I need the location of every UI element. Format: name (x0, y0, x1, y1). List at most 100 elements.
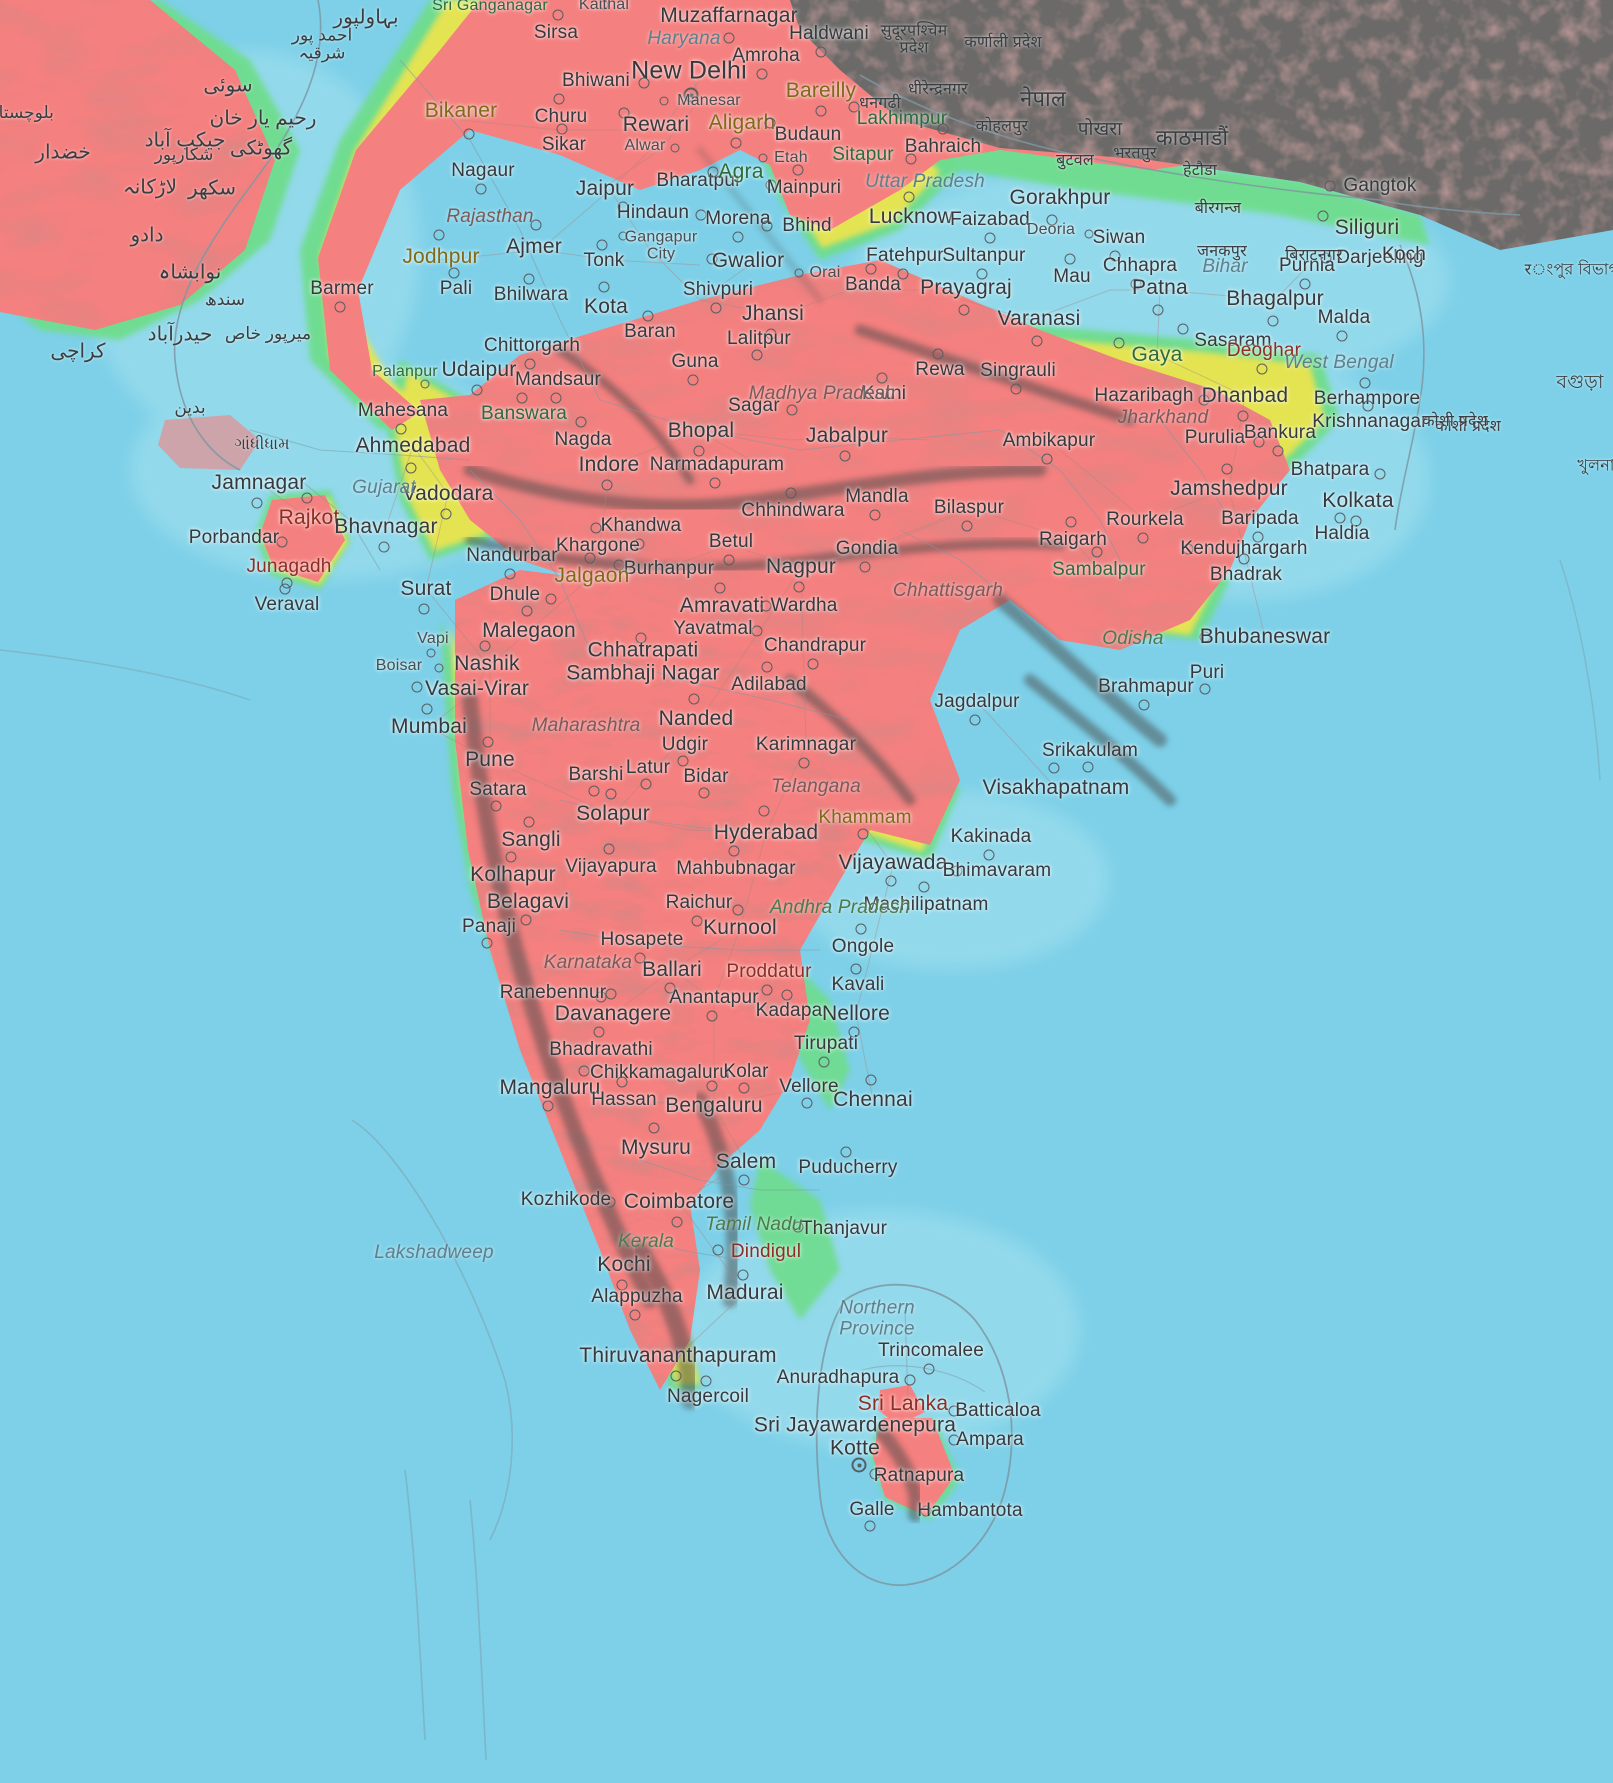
city-marker-dot[interactable] (732, 231, 744, 243)
city-marker-dot[interactable] (851, 1457, 867, 1473)
city-marker-dot[interactable] (937, 123, 949, 135)
city-marker-dot[interactable] (1267, 315, 1279, 327)
city-marker-dot[interactable] (395, 423, 407, 435)
city-marker-dot[interactable] (598, 281, 610, 293)
city-marker-dot[interactable] (556, 123, 568, 135)
city-marker-dot[interactable] (634, 952, 646, 964)
city-marker-dot[interactable] (276, 536, 288, 548)
city-marker-dot[interactable] (737, 1269, 749, 1281)
city-marker-dot[interactable] (688, 693, 700, 705)
city-marker-dot[interactable] (479, 640, 491, 652)
city-marker-dot[interactable] (693, 445, 705, 457)
city-marker-dot[interactable] (903, 191, 915, 203)
city-marker-dot[interactable] (758, 805, 770, 817)
city-marker-dot[interactable] (545, 593, 557, 605)
city-marker-dot[interactable] (1256, 363, 1268, 375)
city-marker-dot[interactable] (504, 568, 516, 580)
city-marker-dot[interactable] (815, 46, 827, 58)
city-marker-dot[interactable] (958, 304, 970, 316)
city-marker-dot[interactable] (575, 416, 587, 428)
city-marker-dot[interactable] (751, 349, 763, 361)
city-marker-dot[interactable] (521, 605, 533, 617)
city-marker-dot[interactable] (738, 1082, 750, 1094)
city-marker-dot[interactable] (1199, 631, 1211, 643)
city-marker-dot[interactable] (710, 302, 722, 314)
city-marker-dot[interactable] (1324, 180, 1336, 192)
city-marker-dot[interactable] (1252, 531, 1264, 543)
city-marker-dot[interactable] (490, 800, 502, 812)
city-marker-dot[interactable] (1064, 253, 1076, 265)
city-marker-dot[interactable] (601, 479, 613, 491)
city-marker-dot[interactable] (1237, 410, 1249, 422)
city-marker-dot[interactable] (1199, 683, 1211, 695)
city-marker-dot[interactable] (728, 845, 740, 857)
city-marker-dot[interactable] (864, 1520, 876, 1532)
city-marker-dot[interactable] (1010, 383, 1022, 395)
city-marker-dot[interactable] (633, 538, 645, 550)
city-marker-dot[interactable] (618, 231, 628, 241)
city-marker-dot[interactable] (794, 268, 804, 278)
city-marker-dot[interactable] (751, 625, 763, 637)
city-marker-dot[interactable] (1046, 214, 1058, 226)
city-marker-dot[interactable] (584, 552, 596, 564)
city-marker-dot[interactable] (426, 648, 436, 658)
city-marker-dot[interactable] (642, 310, 654, 322)
city-marker-dot[interactable] (1048, 762, 1060, 774)
city-marker-dot[interactable] (848, 101, 860, 113)
city-marker-dot[interactable] (961, 520, 973, 532)
city-marker-dot[interactable] (904, 1374, 916, 1386)
city-marker-dot[interactable] (732, 904, 744, 916)
city-marker-dot[interactable] (552, 9, 564, 21)
city-marker-dot[interactable] (463, 128, 475, 140)
city-marker-dot[interactable] (433, 229, 445, 241)
city-marker-dot[interactable] (616, 1279, 628, 1291)
city-marker-dot[interactable] (695, 209, 707, 221)
city-marker-dot[interactable] (599, 0, 609, 10)
city-marker-dot[interactable] (698, 787, 710, 799)
city-marker-dot[interactable] (1253, 436, 1265, 448)
city-marker-dot[interactable] (798, 757, 810, 769)
city-marker-dot[interactable] (1350, 515, 1362, 527)
city-marker-dot[interactable] (550, 392, 562, 404)
city-marker-dot[interactable] (1320, 252, 1332, 264)
city-marker-dot[interactable] (969, 714, 981, 726)
city-marker-dot[interactable] (792, 164, 804, 176)
city-marker-dot[interactable] (948, 1405, 960, 1417)
city-marker-dot[interactable] (677, 755, 689, 767)
city-marker-dot[interactable] (781, 989, 793, 1001)
city-marker-dot[interactable] (1359, 377, 1371, 389)
city-marker-dot[interactable] (855, 923, 867, 935)
city-marker-dot[interactable] (1374, 468, 1386, 480)
city-marker-dot[interactable] (251, 497, 263, 509)
city-marker-dot[interactable] (897, 268, 909, 280)
city-marker-dot[interactable] (706, 1010, 718, 1022)
city-marker-dot[interactable] (334, 301, 346, 313)
city-marker-dot[interactable] (1084, 229, 1094, 239)
city-marker-dot[interactable] (593, 1026, 605, 1038)
city-marker-dot[interactable] (761, 220, 773, 232)
city-marker-dot[interactable] (629, 1309, 641, 1321)
city-marker-dot[interactable] (523, 273, 535, 285)
city-marker-dot[interactable] (505, 851, 517, 863)
city-marker-dot[interactable] (885, 875, 897, 887)
city-marker-dot[interactable] (1334, 512, 1346, 524)
city-marker-dot[interactable] (670, 1370, 682, 1382)
city-marker-dot[interactable] (691, 915, 703, 927)
city-marker-dot[interactable] (553, 93, 565, 105)
city-marker-dot[interactable] (1362, 400, 1374, 412)
city-marker-dot[interactable] (524, 358, 536, 370)
city-marker-dot[interactable] (865, 1074, 877, 1086)
city-marker-dot[interactable] (683, 87, 699, 103)
city-marker-dot[interactable] (1182, 543, 1194, 555)
city-marker-dot[interactable] (605, 788, 617, 800)
city-marker-dot[interactable] (418, 603, 430, 615)
city-marker-dot[interactable] (1113, 337, 1125, 349)
city-marker-dot[interactable] (761, 661, 773, 673)
city-marker-dot[interactable] (520, 914, 532, 926)
city-marker-dot[interactable] (840, 1146, 852, 1158)
city-marker-dot[interactable] (659, 96, 669, 106)
city-marker-dot[interactable] (1138, 699, 1150, 711)
city-marker-dot[interactable] (983, 849, 995, 861)
city-marker-dot[interactable] (421, 703, 433, 715)
city-marker-dot[interactable] (785, 487, 797, 499)
